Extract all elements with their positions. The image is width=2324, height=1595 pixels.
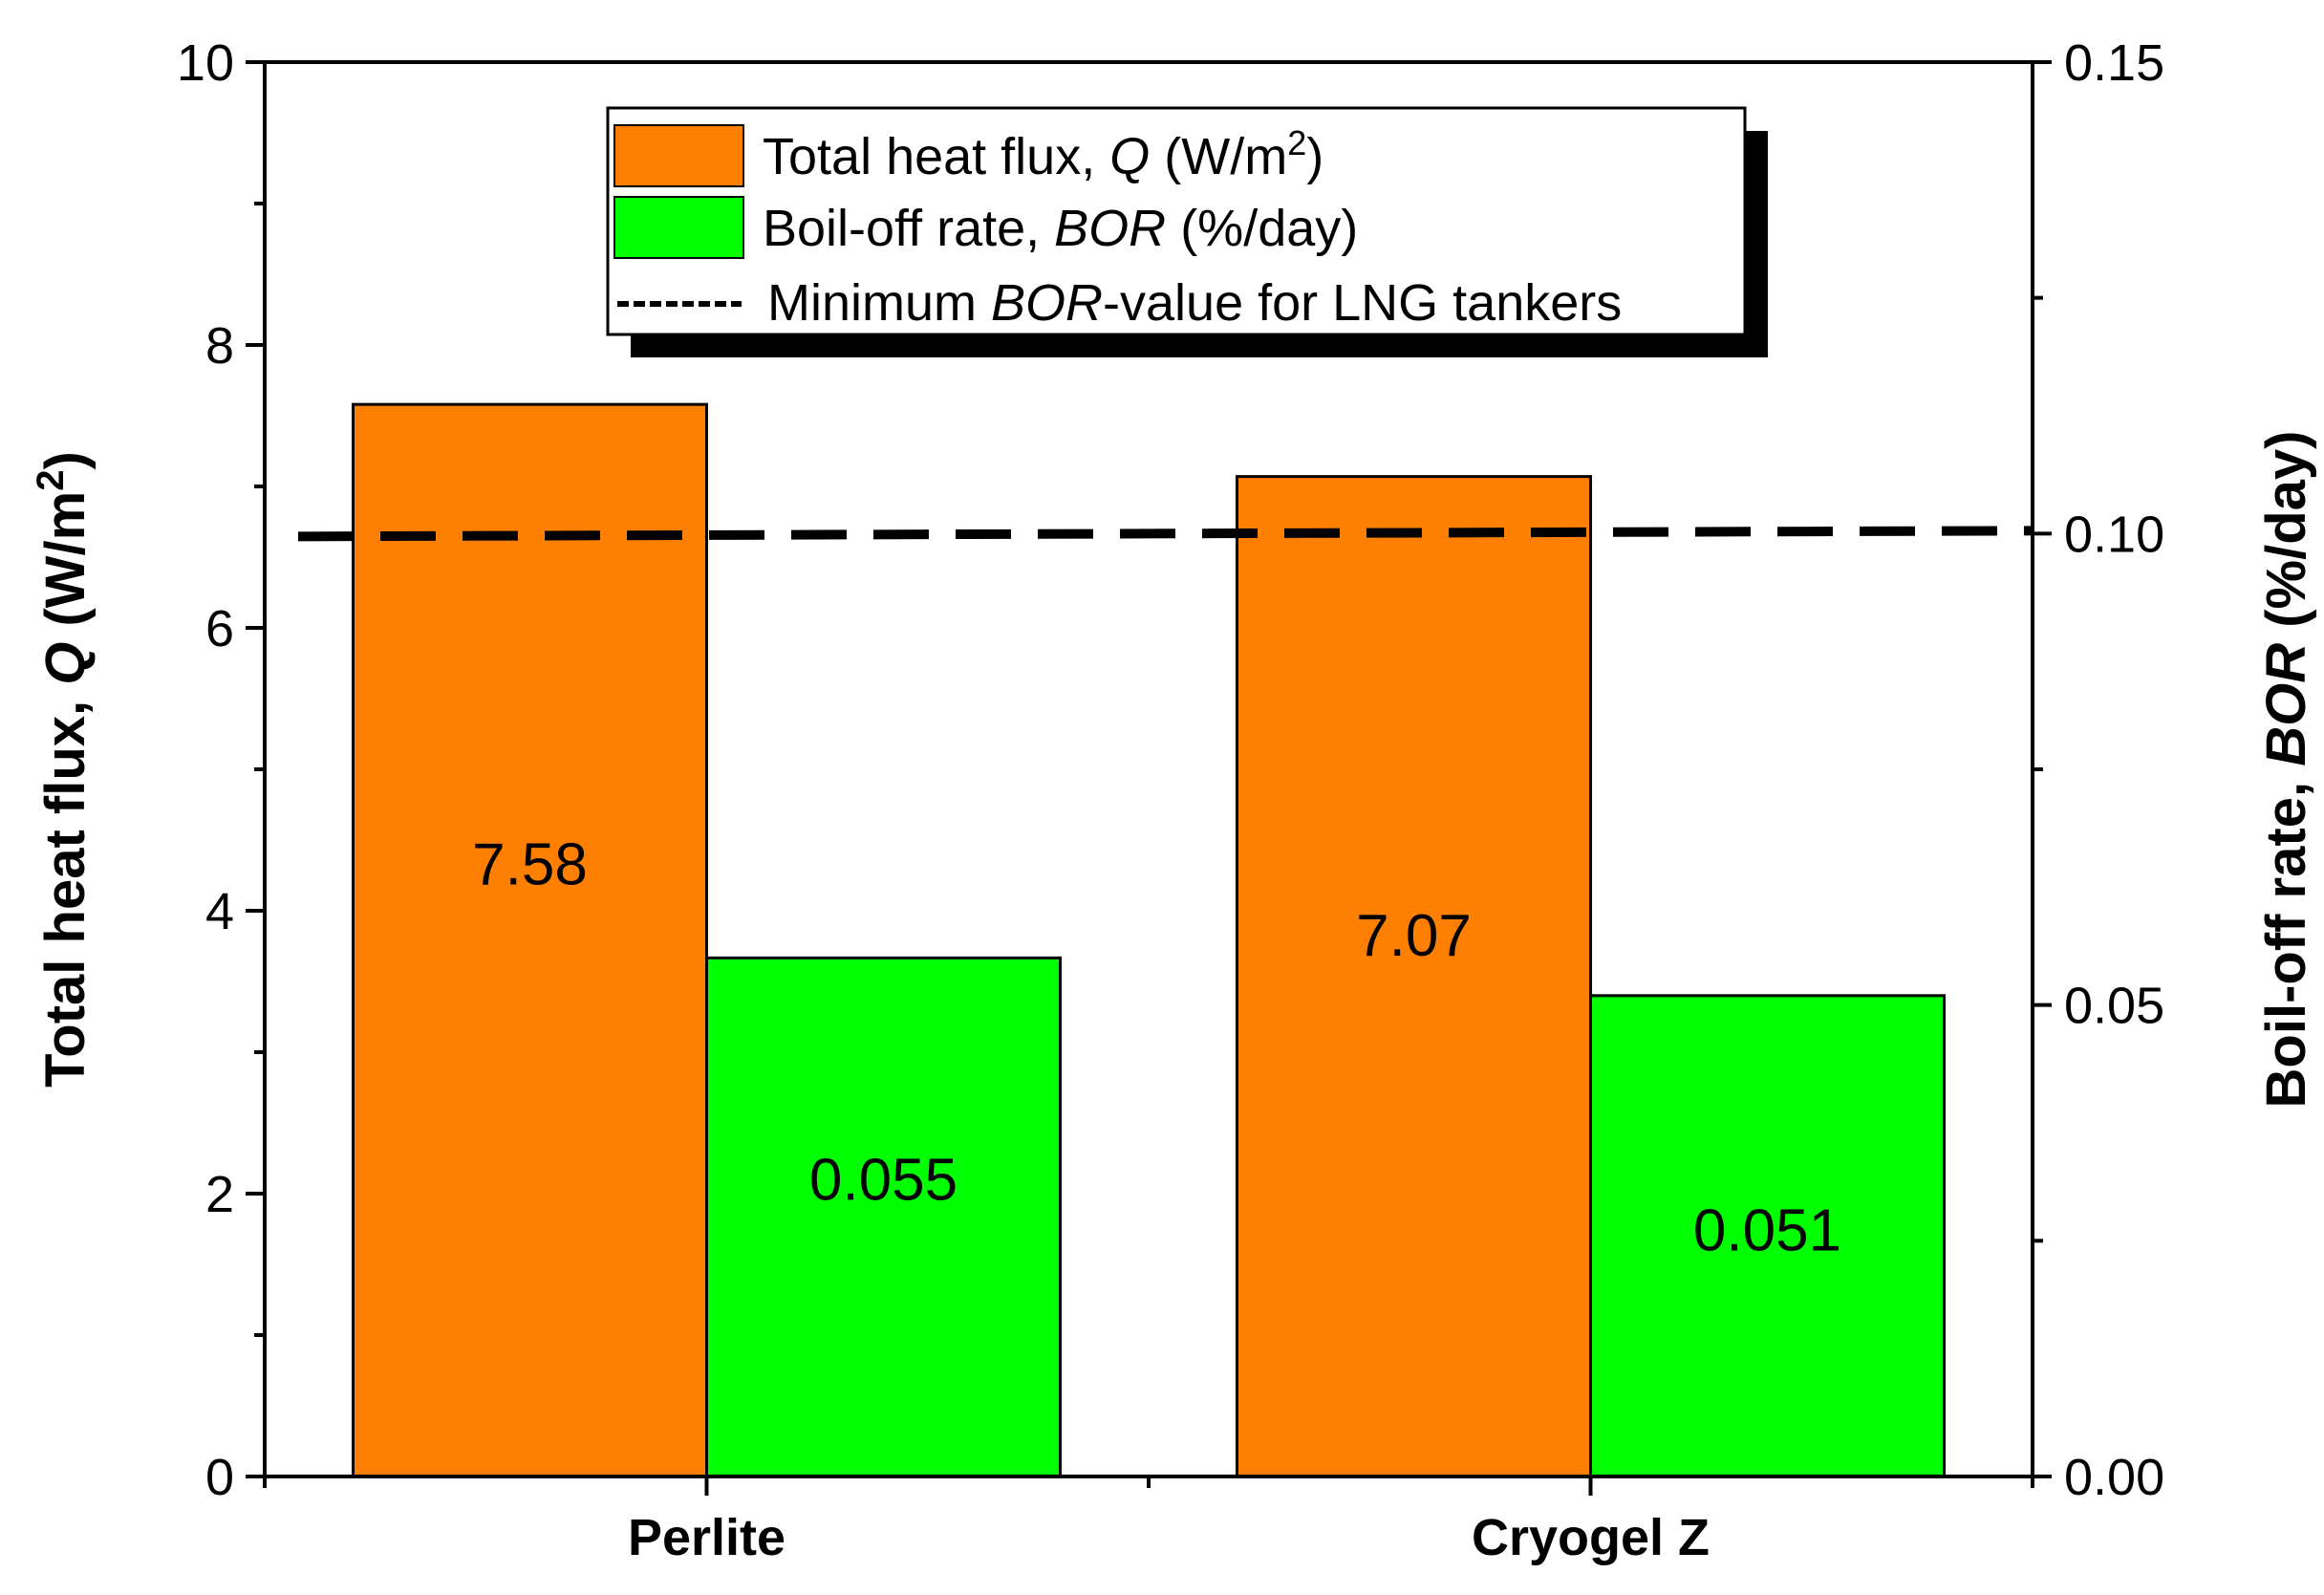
legend-min-bor-italic: BOR	[991, 274, 1103, 332]
left-tick-label: 10	[177, 34, 234, 92]
x-category-label: Perlite	[628, 1509, 785, 1566]
left-axis-title: Total heat flux, Q (W/m2)	[30, 451, 97, 1088]
reference-line-layer	[297, 526, 2034, 542]
left-axis-title-italic: Q	[34, 642, 97, 685]
data-label-heat-flux-perlite: 7.58	[472, 832, 588, 898]
legend-heat-flux-pre: Total heat flux,	[763, 128, 1109, 185]
left-tick-label: 8	[205, 317, 234, 375]
right-axis-title: Boil-off rate, BOR (%/day)	[2255, 431, 2317, 1109]
legend-heat-flux-italic: Q	[1109, 128, 1150, 185]
x-category-label: Cryogel Z	[1472, 1509, 1710, 1566]
left-tick-label: 0	[205, 1449, 234, 1506]
legend-bor-italic: BOR	[1054, 200, 1166, 257]
right-tick-label: 0.05	[2064, 978, 2164, 1035]
left-tick-label: 2	[205, 1166, 234, 1223]
legend-swatch-bor	[613, 196, 744, 259]
legend: Total heat flux, Q (W/m2) Boil-off rate,…	[606, 106, 1768, 357]
right-axis-title-pre: Boil-off rate,	[2255, 766, 2317, 1109]
legend-label-heat-flux: Total heat flux, Q (W/m2)	[763, 123, 1323, 186]
right-axis: 0.00 0.05 0.10 0.15	[2033, 34, 2164, 1506]
left-tick-label: 6	[205, 600, 234, 657]
left-axis-title-post: (W/m	[34, 491, 97, 642]
left-axis: 0 2 4 6 8 10	[177, 34, 265, 1506]
bar-bor-perlite	[705, 956, 1062, 1478]
right-axis-title-post: (%/day)	[2255, 431, 2317, 643]
legend-heat-flux-post: (W/m	[1150, 128, 1287, 185]
right-tick-label: 0.00	[2064, 1449, 2164, 1506]
right-tick-label: 0.10	[2064, 506, 2164, 563]
legend-box	[606, 106, 1747, 336]
bars-layer	[352, 402, 1946, 1478]
left-axis-title-pre: Total heat flux,	[34, 685, 97, 1088]
data-label-bor-cryogel-z: 0.051	[1693, 1197, 1841, 1263]
legend-heat-flux-end: )	[1306, 128, 1323, 185]
left-axis-title-sup: 2	[30, 470, 72, 491]
right-tick-label: 0.15	[2064, 34, 2164, 92]
legend-label-min-bor: Minimum BOR-value for LNG tankers	[767, 274, 1622, 332]
legend-label-bor: Boil-off rate, BOR (%/day)	[763, 200, 1358, 257]
min-bor-reference-line	[297, 526, 2034, 542]
data-label-bor-perlite: 0.055	[809, 1148, 958, 1214]
x-axis: Perlite Cryogel Z	[263, 1476, 2034, 1566]
right-axis-title-italic: BOR	[2255, 643, 2317, 766]
bar-heat-flux-cryogel-z	[1236, 475, 1592, 1478]
legend-heat-flux-sup: 2	[1287, 123, 1306, 162]
legend-min-bor-post: -value for LNG tankers	[1103, 274, 1622, 332]
legend-swatch-heat-flux	[613, 124, 744, 187]
data-label-heat-flux-cryogel-z: 7.07	[1356, 903, 1472, 969]
bar-heat-flux-perlite	[352, 402, 708, 1478]
data-labels-layer: 7.58 0.055 7.07 0.051	[472, 832, 1841, 1264]
legend-bor-post: (%/day)	[1166, 200, 1358, 257]
left-tick-label: 4	[205, 883, 234, 940]
legend-min-bor-pre: Minimum	[767, 274, 991, 332]
legend-bor-pre: Boil-off rate,	[763, 200, 1054, 257]
left-axis-title-end: )	[34, 451, 97, 469]
bar-bor-cryogel-z	[1589, 994, 1946, 1478]
